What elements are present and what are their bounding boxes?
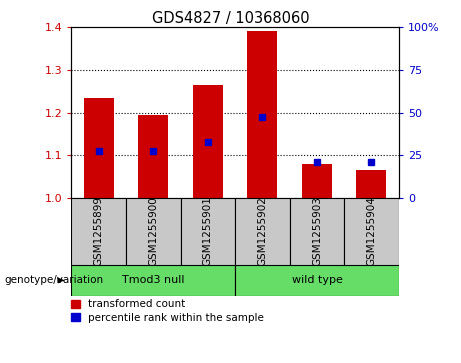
- Bar: [356, 170, 386, 198]
- Text: GDS4827 / 10368060: GDS4827 / 10368060: [152, 11, 309, 26]
- Bar: [302, 164, 332, 198]
- Bar: [290, 198, 344, 265]
- Text: wild type: wild type: [291, 276, 343, 285]
- Text: GSM1255899: GSM1255899: [94, 196, 104, 266]
- Bar: [84, 98, 114, 198]
- Bar: [138, 115, 168, 198]
- Bar: [344, 198, 399, 265]
- Bar: [235, 265, 399, 296]
- Text: GSM1255904: GSM1255904: [366, 196, 377, 266]
- Bar: [126, 198, 181, 265]
- Text: genotype/variation: genotype/variation: [5, 276, 104, 285]
- Bar: [193, 85, 223, 198]
- Legend: transformed count, percentile rank within the sample: transformed count, percentile rank withi…: [71, 299, 264, 323]
- Bar: [181, 198, 235, 265]
- Text: GSM1255901: GSM1255901: [203, 196, 213, 266]
- Text: Tmod3 null: Tmod3 null: [122, 276, 184, 285]
- Text: GSM1255903: GSM1255903: [312, 196, 322, 266]
- Bar: [71, 198, 126, 265]
- Bar: [235, 198, 290, 265]
- Text: GSM1255900: GSM1255900: [148, 196, 158, 266]
- Bar: [71, 265, 235, 296]
- Text: GSM1255902: GSM1255902: [257, 196, 267, 266]
- Bar: [248, 32, 278, 198]
